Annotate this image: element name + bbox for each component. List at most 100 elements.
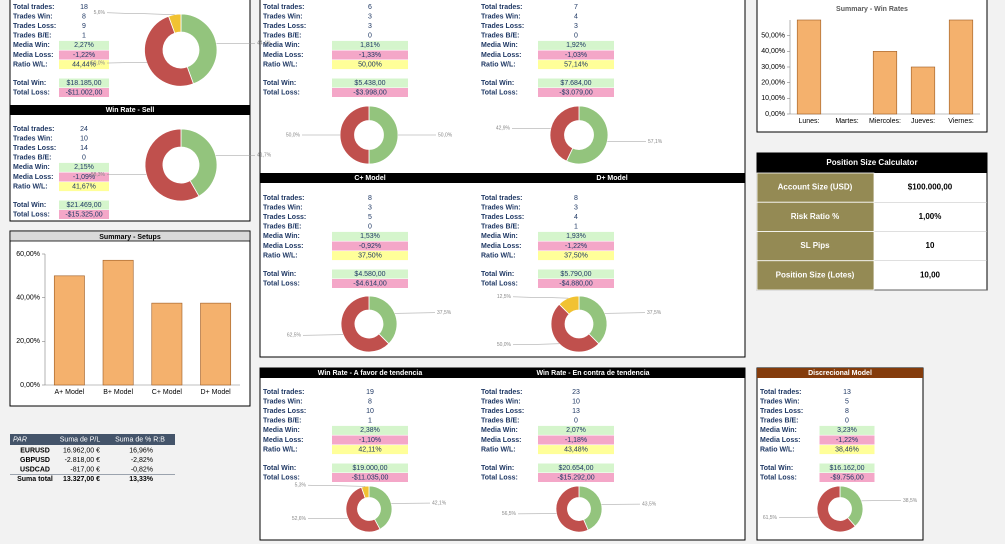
stat-value: $7.684,00 xyxy=(560,80,591,87)
stat-label: Trades Loss: xyxy=(263,408,306,415)
donut-slice xyxy=(565,105,609,165)
stat-value: 0 xyxy=(368,224,372,231)
calc-label: Risk Ratio % xyxy=(791,212,839,221)
stat-label: Total Loss: xyxy=(13,211,50,218)
stat-cell xyxy=(59,172,109,182)
stat-value: 1 xyxy=(82,33,86,40)
stat-label: Total Win: xyxy=(263,465,296,472)
stat-cell xyxy=(59,60,109,70)
leader-line xyxy=(106,12,175,15)
stat-cell xyxy=(332,50,408,60)
stat-value: -1,03% xyxy=(565,52,587,59)
stat-cell xyxy=(59,50,109,60)
donut-slice xyxy=(816,485,856,533)
pivot-cell: GBPUSD xyxy=(20,457,50,464)
donut-slice xyxy=(345,486,381,533)
stat-value: 13 xyxy=(843,389,851,396)
stat-label: Media Loss: xyxy=(481,437,521,444)
stat-label: Media Win: xyxy=(481,42,518,49)
stat-value: 14 xyxy=(80,145,88,152)
leader-line xyxy=(307,484,366,487)
stat-value: 6 xyxy=(368,4,372,11)
stat-cell xyxy=(332,269,408,279)
stat-label: Total Loss: xyxy=(760,474,797,481)
stat-cell xyxy=(538,473,614,482)
stat-value: 50,00% xyxy=(358,61,382,68)
calc-title: Position Size Calculator xyxy=(826,158,917,167)
stat-value: 8 xyxy=(82,13,86,20)
stat-value: $5.438,00 xyxy=(354,80,385,87)
stat-value: 8 xyxy=(368,398,372,405)
leader-line xyxy=(604,312,646,314)
pivot-header xyxy=(10,434,175,445)
pivot-cell: 13.327,00 € xyxy=(63,476,100,483)
stat-label: Total Loss: xyxy=(481,474,518,481)
title-bar xyxy=(757,368,923,378)
stat-label: Media Win: xyxy=(263,427,300,434)
stat-value: 10 xyxy=(366,408,374,415)
stat-label: Trades Loss: xyxy=(760,408,803,415)
calc-label-cell xyxy=(756,201,875,232)
leader-line xyxy=(302,334,344,336)
donut-slice xyxy=(368,485,393,530)
panel-title: D+ Model xyxy=(596,175,627,182)
stat-value: 3 xyxy=(574,204,578,211)
stat-label: Trades B/E: xyxy=(760,418,799,425)
stat-cell xyxy=(538,60,614,70)
stat-cell xyxy=(332,473,408,482)
leader-line xyxy=(512,296,569,299)
stat-label: Trades B/E: xyxy=(481,33,520,40)
stat-label: Total Loss: xyxy=(481,280,518,287)
stat-value: -$3.079,00 xyxy=(559,89,593,96)
stat-cell xyxy=(332,425,408,435)
stat-label: Trades Win: xyxy=(481,398,521,405)
stat-value: 2,15% xyxy=(74,164,94,171)
panel-title: Win Rate - Sell xyxy=(106,107,155,114)
data-label: 50,0% xyxy=(438,132,453,138)
stat-value: 4 xyxy=(574,13,578,20)
donut-slice xyxy=(340,295,390,353)
data-label: 52,6% xyxy=(292,516,307,522)
y-tick-label: 60,00% xyxy=(16,251,40,258)
stat-cell xyxy=(538,279,614,288)
pivot-header-cell: Suma de P/L xyxy=(60,436,101,443)
data-label: 62,5% xyxy=(287,333,302,339)
panel-title: Win Rate - A favor de tendencia xyxy=(318,370,423,377)
stat-value: 1 xyxy=(368,418,372,425)
stat-cell xyxy=(59,88,109,97)
donut-slice xyxy=(368,105,399,165)
stat-value: 1,53% xyxy=(360,233,380,240)
pivot-cell: Suma total xyxy=(17,476,53,483)
stat-value: -1,22% xyxy=(836,437,858,444)
y-tick-label: 50,00% xyxy=(761,33,785,40)
stat-label: Total trades: xyxy=(263,389,305,396)
stat-label: Media Win: xyxy=(13,42,50,49)
stat-value: 3 xyxy=(368,13,372,20)
stat-value: 43,48% xyxy=(564,446,588,453)
donut-slice xyxy=(180,13,218,85)
data-label: 58,3% xyxy=(91,172,106,178)
stat-value: 23 xyxy=(572,389,580,396)
stat-value: 9 xyxy=(82,23,86,30)
x-tick-label: A+ Model xyxy=(54,389,84,396)
stat-cell xyxy=(59,210,109,219)
stat-label: Media Loss: xyxy=(760,437,800,444)
x-tick-label: Viernes: xyxy=(948,118,974,125)
stat-value: 8 xyxy=(845,408,849,415)
stat-value: 0 xyxy=(845,418,849,425)
y-tick-label: 30,00% xyxy=(761,64,785,71)
stat-value: $19.000,00 xyxy=(352,465,387,472)
stat-value: $16.162,00 xyxy=(829,465,864,472)
stat-label: Media Loss: xyxy=(481,243,521,250)
bar xyxy=(200,302,232,386)
stat-value: -$4.880,00 xyxy=(559,280,593,287)
donut-slice xyxy=(549,105,580,162)
stat-label: Total Win: xyxy=(481,465,514,472)
stat-value: 5 xyxy=(845,398,849,405)
stat-cell xyxy=(538,88,614,97)
stat-cell xyxy=(332,279,408,288)
stat-value: 10 xyxy=(572,398,580,405)
calc-label-cell xyxy=(756,260,875,291)
